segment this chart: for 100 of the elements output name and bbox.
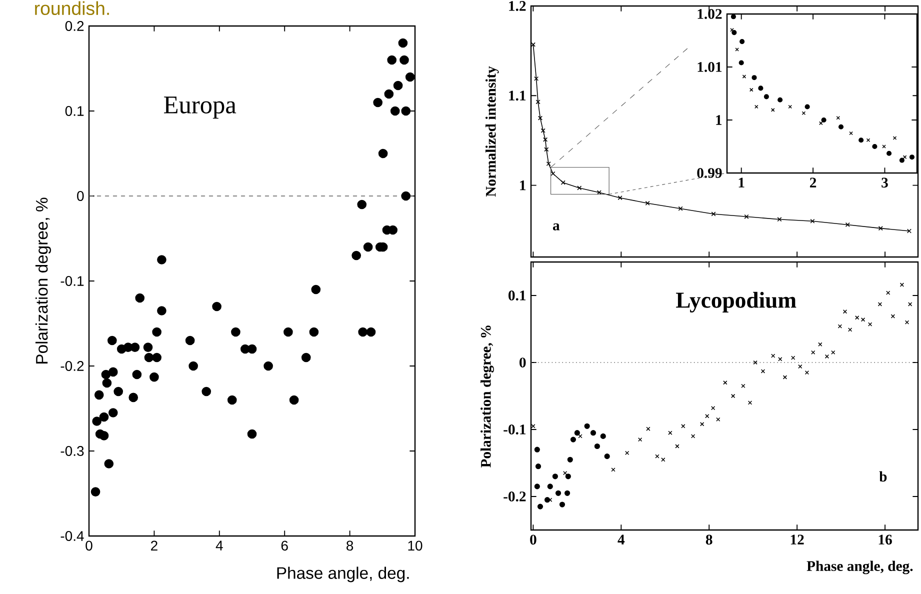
point: [552, 474, 558, 480]
x-axis-title: Phase angle, deg.: [277, 566, 409, 582]
y-tick-label: -0.2: [60, 361, 84, 371]
y-tick-label: -0.2: [504, 492, 526, 502]
point: [845, 222, 850, 228]
point: [752, 75, 757, 80]
y-tick-label: 1.02: [698, 9, 722, 19]
point: [730, 14, 736, 20]
point: [904, 320, 910, 324]
point: [543, 137, 548, 142]
point: [678, 206, 683, 211]
point: [730, 394, 736, 398]
point: [611, 468, 616, 472]
point: [578, 434, 582, 438]
point: [562, 470, 568, 476]
point: [778, 97, 783, 102]
point: [821, 117, 826, 123]
point: [909, 154, 915, 160]
x-tick-label: 8: [706, 534, 712, 545]
point: [831, 350, 836, 355]
point: [764, 94, 769, 100]
point: [848, 328, 852, 332]
point: [661, 458, 666, 462]
point: [646, 426, 650, 431]
x-tick-label: 4: [216, 540, 223, 550]
text: Europa: [164, 96, 236, 119]
point: [567, 456, 573, 462]
y-tick-label: -0.1: [504, 424, 526, 434]
point: [855, 316, 860, 320]
x-tick-label: 8: [346, 540, 354, 551]
y-tick-label: 0: [77, 191, 84, 201]
point: [700, 422, 704, 426]
point: [771, 354, 776, 358]
point: [818, 342, 822, 347]
point: [804, 104, 810, 110]
point: [624, 450, 630, 456]
x-tick-label: 0: [86, 540, 92, 551]
point: [645, 200, 650, 206]
point: [838, 324, 842, 328]
point: [858, 138, 864, 143]
x-tick-label: 2: [151, 540, 158, 550]
point: [791, 356, 796, 360]
x-tick-label: 16: [878, 534, 892, 545]
point: [681, 424, 686, 428]
point: [560, 180, 566, 185]
point: [836, 116, 840, 120]
x-tick-label: 1: [738, 178, 744, 188]
point: [741, 384, 746, 388]
y-axis-title: Polarization degree, %: [35, 198, 52, 364]
x-tick-label: 6: [281, 540, 288, 551]
point: [534, 484, 540, 490]
point: [882, 144, 886, 148]
point: [753, 360, 758, 365]
point: [594, 443, 600, 450]
point: [590, 430, 596, 436]
point: [710, 406, 716, 410]
point: [536, 100, 540, 104]
point: [744, 214, 749, 219]
point: [878, 226, 883, 231]
point: [804, 370, 810, 375]
y-tick-label: 0: [520, 358, 526, 368]
text: roundish.: [35, 1, 109, 16]
point: [550, 171, 556, 176]
point: [618, 196, 622, 200]
y-tick-label: 0.1: [65, 106, 84, 116]
point: [574, 430, 580, 436]
point: [732, 30, 737, 36]
point: [758, 86, 764, 91]
point: [778, 357, 782, 362]
point: [716, 417, 720, 422]
point: [534, 446, 540, 452]
point: [748, 400, 752, 405]
annotation: b: [879, 471, 887, 482]
y-tick-label: 1.01: [698, 62, 722, 72]
point: [555, 490, 562, 496]
point: [668, 430, 672, 435]
point: [723, 380, 728, 385]
point: [655, 454, 660, 458]
point: [878, 302, 882, 306]
y-tick-label: 0.2: [65, 21, 84, 31]
point: [899, 158, 904, 163]
y-axis-title: Normalized intensity: [485, 66, 499, 197]
x-tick-label: 4: [618, 534, 625, 544]
point: [860, 318, 866, 322]
point: [705, 414, 710, 418]
point: [537, 504, 544, 510]
point: [600, 433, 606, 440]
x-tick-label: 12: [790, 534, 804, 544]
point: [711, 212, 716, 216]
point: [638, 437, 642, 442]
point: [886, 290, 890, 295]
point: [544, 147, 549, 152]
point: [760, 369, 766, 374]
point: [547, 484, 553, 490]
x-tick-label: 0: [530, 534, 536, 545]
point: [564, 490, 570, 496]
point: [810, 218, 815, 224]
point: [770, 108, 775, 112]
x-tick-label: 10: [408, 540, 422, 551]
point: [872, 144, 878, 150]
